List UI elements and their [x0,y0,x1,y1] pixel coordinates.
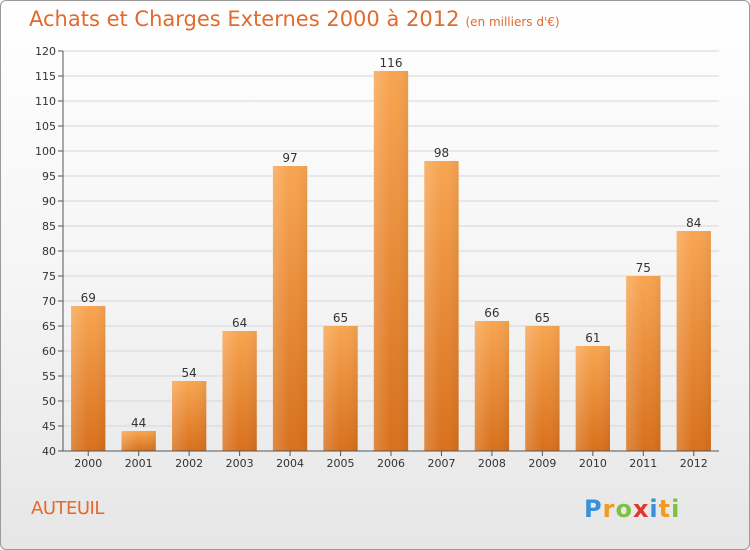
x-tick-label-2011: 2011 [629,457,657,470]
bar-shading [575,346,611,451]
bar-shading [373,71,409,451]
x-tick-label-2004: 2004 [276,457,304,470]
x-tick-label-2000: 2000 [74,457,102,470]
y-tick-label: 100 [35,145,56,158]
value-label-2007: 98 [434,146,449,160]
city-name: AUTEUIL [31,498,104,519]
x-tick-label-2008: 2008 [478,457,506,470]
value-label-2000: 69 [81,291,96,305]
bar-shading [525,326,560,451]
value-label-2011: 75 [636,261,651,275]
y-tick-label: 105 [35,120,56,133]
value-label-2006: 116 [380,56,403,70]
y-tick-label: 80 [42,245,56,258]
bar-shading [121,431,156,451]
x-tick-label-2002: 2002 [175,457,203,470]
value-label-2003: 64 [232,316,247,330]
bar-shading [676,231,711,451]
chart-title: Achats et Charges Externes 2000 à 2012 (e… [29,7,560,31]
y-tick-label: 95 [42,170,56,183]
y-tick-label: 55 [42,370,56,383]
value-label-2002: 54 [182,366,197,380]
y-tick-label: 50 [42,395,56,408]
value-label-2009: 65 [535,311,550,325]
y-tick-label: 60 [42,345,56,358]
y-tick-label: 75 [42,270,56,283]
bar-shading [474,321,510,451]
bar-shading [424,161,459,451]
y-tick-label: 45 [42,420,56,433]
y-tick-label: 110 [35,95,56,108]
y-tick-label: 90 [42,195,56,208]
x-tick-label-2006: 2006 [377,457,405,470]
y-tick-label: 70 [42,295,56,308]
x-tick-label-2003: 2003 [226,457,254,470]
bar-shading [272,166,308,451]
y-axis-ticks: 40 45 50 55 60 65 70 75 80 85 90 95 100 105 110 115 120 [35,45,63,458]
chart-title-text: Achats et Charges Externes 2000 à 2012 [29,7,460,31]
bars [71,71,711,451]
x-axis-ticks: 2000 2001 2002 2003 2004 2005 2006 2007 2008 2009… [74,451,708,470]
x-tick-label-2010: 2010 [579,457,607,470]
x-tick-label-2012: 2012 [680,457,708,470]
x-tick-label-2007: 2007 [427,457,455,470]
bar-shading [171,381,207,451]
value-label-2010: 61 [585,331,600,345]
proxiti-logo[interactable]: Proxiti [582,490,692,526]
value-label-2004: 97 [282,151,297,165]
y-tick-label: 115 [35,70,56,83]
x-tick-label-2001: 2001 [125,457,153,470]
svg-text:Proxiti: Proxiti [584,495,680,523]
value-label-2008: 66 [484,306,499,320]
bar-shading [626,276,661,451]
chart-subtitle: (en milliers d'€) [465,15,560,29]
value-label-2005: 65 [333,311,348,325]
value-labels: 69 44 54 64 97 65 116 98 66 65 61 75 84 [81,56,702,430]
value-label-2001: 44 [131,416,146,430]
bar-shading [323,326,358,451]
bar-shading [222,331,257,451]
y-tick-label: 40 [42,445,56,458]
y-tick-label: 120 [35,45,56,58]
x-tick-label-2005: 2005 [327,457,355,470]
bar-shading [71,306,106,451]
value-label-2012: 84 [686,216,701,230]
y-tick-label: 85 [42,220,56,233]
y-tick-label: 65 [42,320,56,333]
x-tick-label-2009: 2009 [528,457,556,470]
